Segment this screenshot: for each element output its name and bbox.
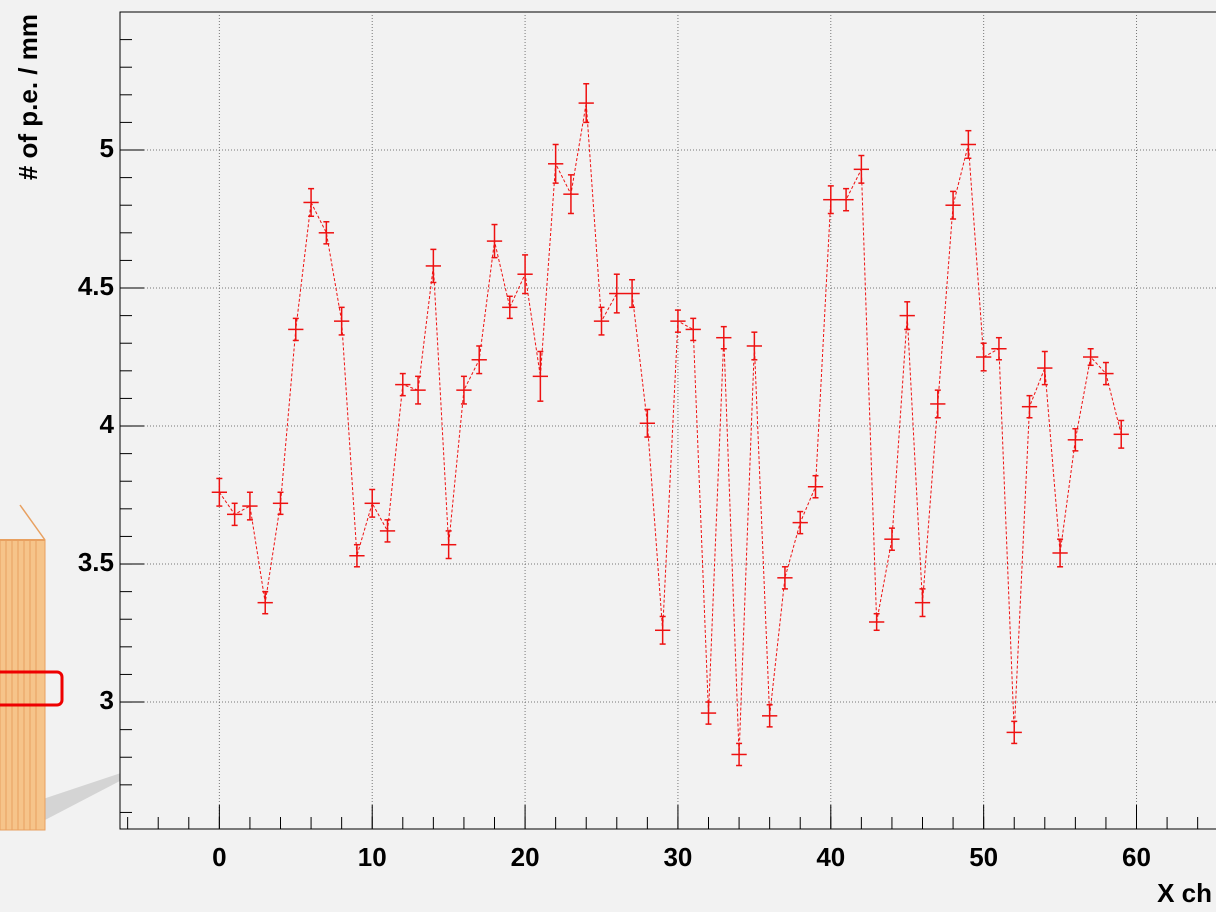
error-bar xyxy=(227,502,243,527)
error-bar xyxy=(578,83,594,124)
error-bar xyxy=(288,317,304,342)
error-bar xyxy=(272,491,289,516)
error-bar xyxy=(869,612,885,632)
error-bar xyxy=(1098,361,1114,386)
error-bar xyxy=(379,519,396,543)
error-bar xyxy=(410,375,426,405)
fiber-lines xyxy=(5,540,37,830)
x-tick-label: 20 xyxy=(511,842,540,872)
x-tick-label: 40 xyxy=(816,842,845,872)
error-bar xyxy=(685,317,701,342)
error-bar xyxy=(395,372,411,397)
error-bar xyxy=(991,336,1007,361)
x-tick-label: 10 xyxy=(358,842,387,872)
error-bar xyxy=(532,350,549,402)
error-bar xyxy=(364,488,380,518)
error-bar xyxy=(838,187,854,212)
y-tick-label: 5 xyxy=(100,133,114,163)
error-bar xyxy=(303,187,319,217)
error-bar xyxy=(700,701,717,725)
error-bar xyxy=(593,306,610,336)
data-line xyxy=(218,103,1122,755)
error-bar xyxy=(716,325,732,350)
error-bar xyxy=(486,223,503,259)
error-bar xyxy=(1083,347,1099,367)
error-bar xyxy=(1037,350,1053,386)
error-bar xyxy=(517,254,533,295)
x-tick-label: 30 xyxy=(663,842,692,872)
error-bar xyxy=(853,154,870,184)
fiber-bundle xyxy=(0,539,46,831)
error-bar xyxy=(624,278,640,309)
error-bar xyxy=(425,248,442,284)
error-bar xyxy=(746,331,763,361)
error-bar xyxy=(609,273,625,314)
error-bar xyxy=(318,221,335,245)
error-bar xyxy=(242,491,258,521)
error-bar xyxy=(807,474,824,499)
error-bar xyxy=(762,704,778,728)
y-tick-label: 3.5 xyxy=(78,547,114,577)
y-tick-label: 4 xyxy=(100,409,115,439)
error-bar xyxy=(1006,720,1022,745)
plot: 0 10 20 30 40 50 60 3 3.5 4 4.5 5 xyxy=(78,11,1216,872)
x-tick-label: 60 xyxy=(1122,842,1151,872)
error-bar xyxy=(655,615,671,645)
x-tick-label: 50 xyxy=(969,842,998,872)
error-bar xyxy=(471,345,487,375)
error-bar xyxy=(930,389,946,419)
error-bar xyxy=(1067,428,1084,452)
error-bar xyxy=(548,143,564,184)
error-bar xyxy=(639,408,656,438)
error-bar xyxy=(1113,419,1129,449)
error-bar xyxy=(884,527,900,551)
error-bar xyxy=(945,190,961,220)
error-bar xyxy=(777,566,793,590)
error-bar xyxy=(456,375,472,405)
error-bar xyxy=(334,306,350,336)
error-bar xyxy=(1021,394,1038,419)
error-bar xyxy=(976,342,992,372)
error-bar xyxy=(502,295,518,320)
plot-frame xyxy=(119,11,1216,830)
highlight-box xyxy=(0,670,64,707)
error-bar xyxy=(792,510,808,535)
error-bar xyxy=(563,174,579,215)
error-bar xyxy=(823,185,839,215)
y-tick-label: 4.5 xyxy=(78,271,114,301)
error-bar xyxy=(349,543,365,568)
error-bar xyxy=(960,129,977,160)
error-bar xyxy=(1052,538,1068,568)
x-tick-label: 0 xyxy=(212,842,226,872)
error-bar xyxy=(914,588,931,618)
y-axis-title: # of p.e. / mm xyxy=(13,14,43,180)
error-bar xyxy=(257,590,273,615)
x-axis-title: X ch xyxy=(1157,878,1212,908)
y-tick-label: 3 xyxy=(100,685,114,715)
fiber-illustration xyxy=(0,504,160,831)
error-bar xyxy=(211,477,228,507)
error-bar xyxy=(731,742,747,767)
error-bar xyxy=(670,309,686,333)
error-bar xyxy=(899,301,915,331)
callout-line xyxy=(19,504,46,541)
error-bar xyxy=(441,530,457,560)
